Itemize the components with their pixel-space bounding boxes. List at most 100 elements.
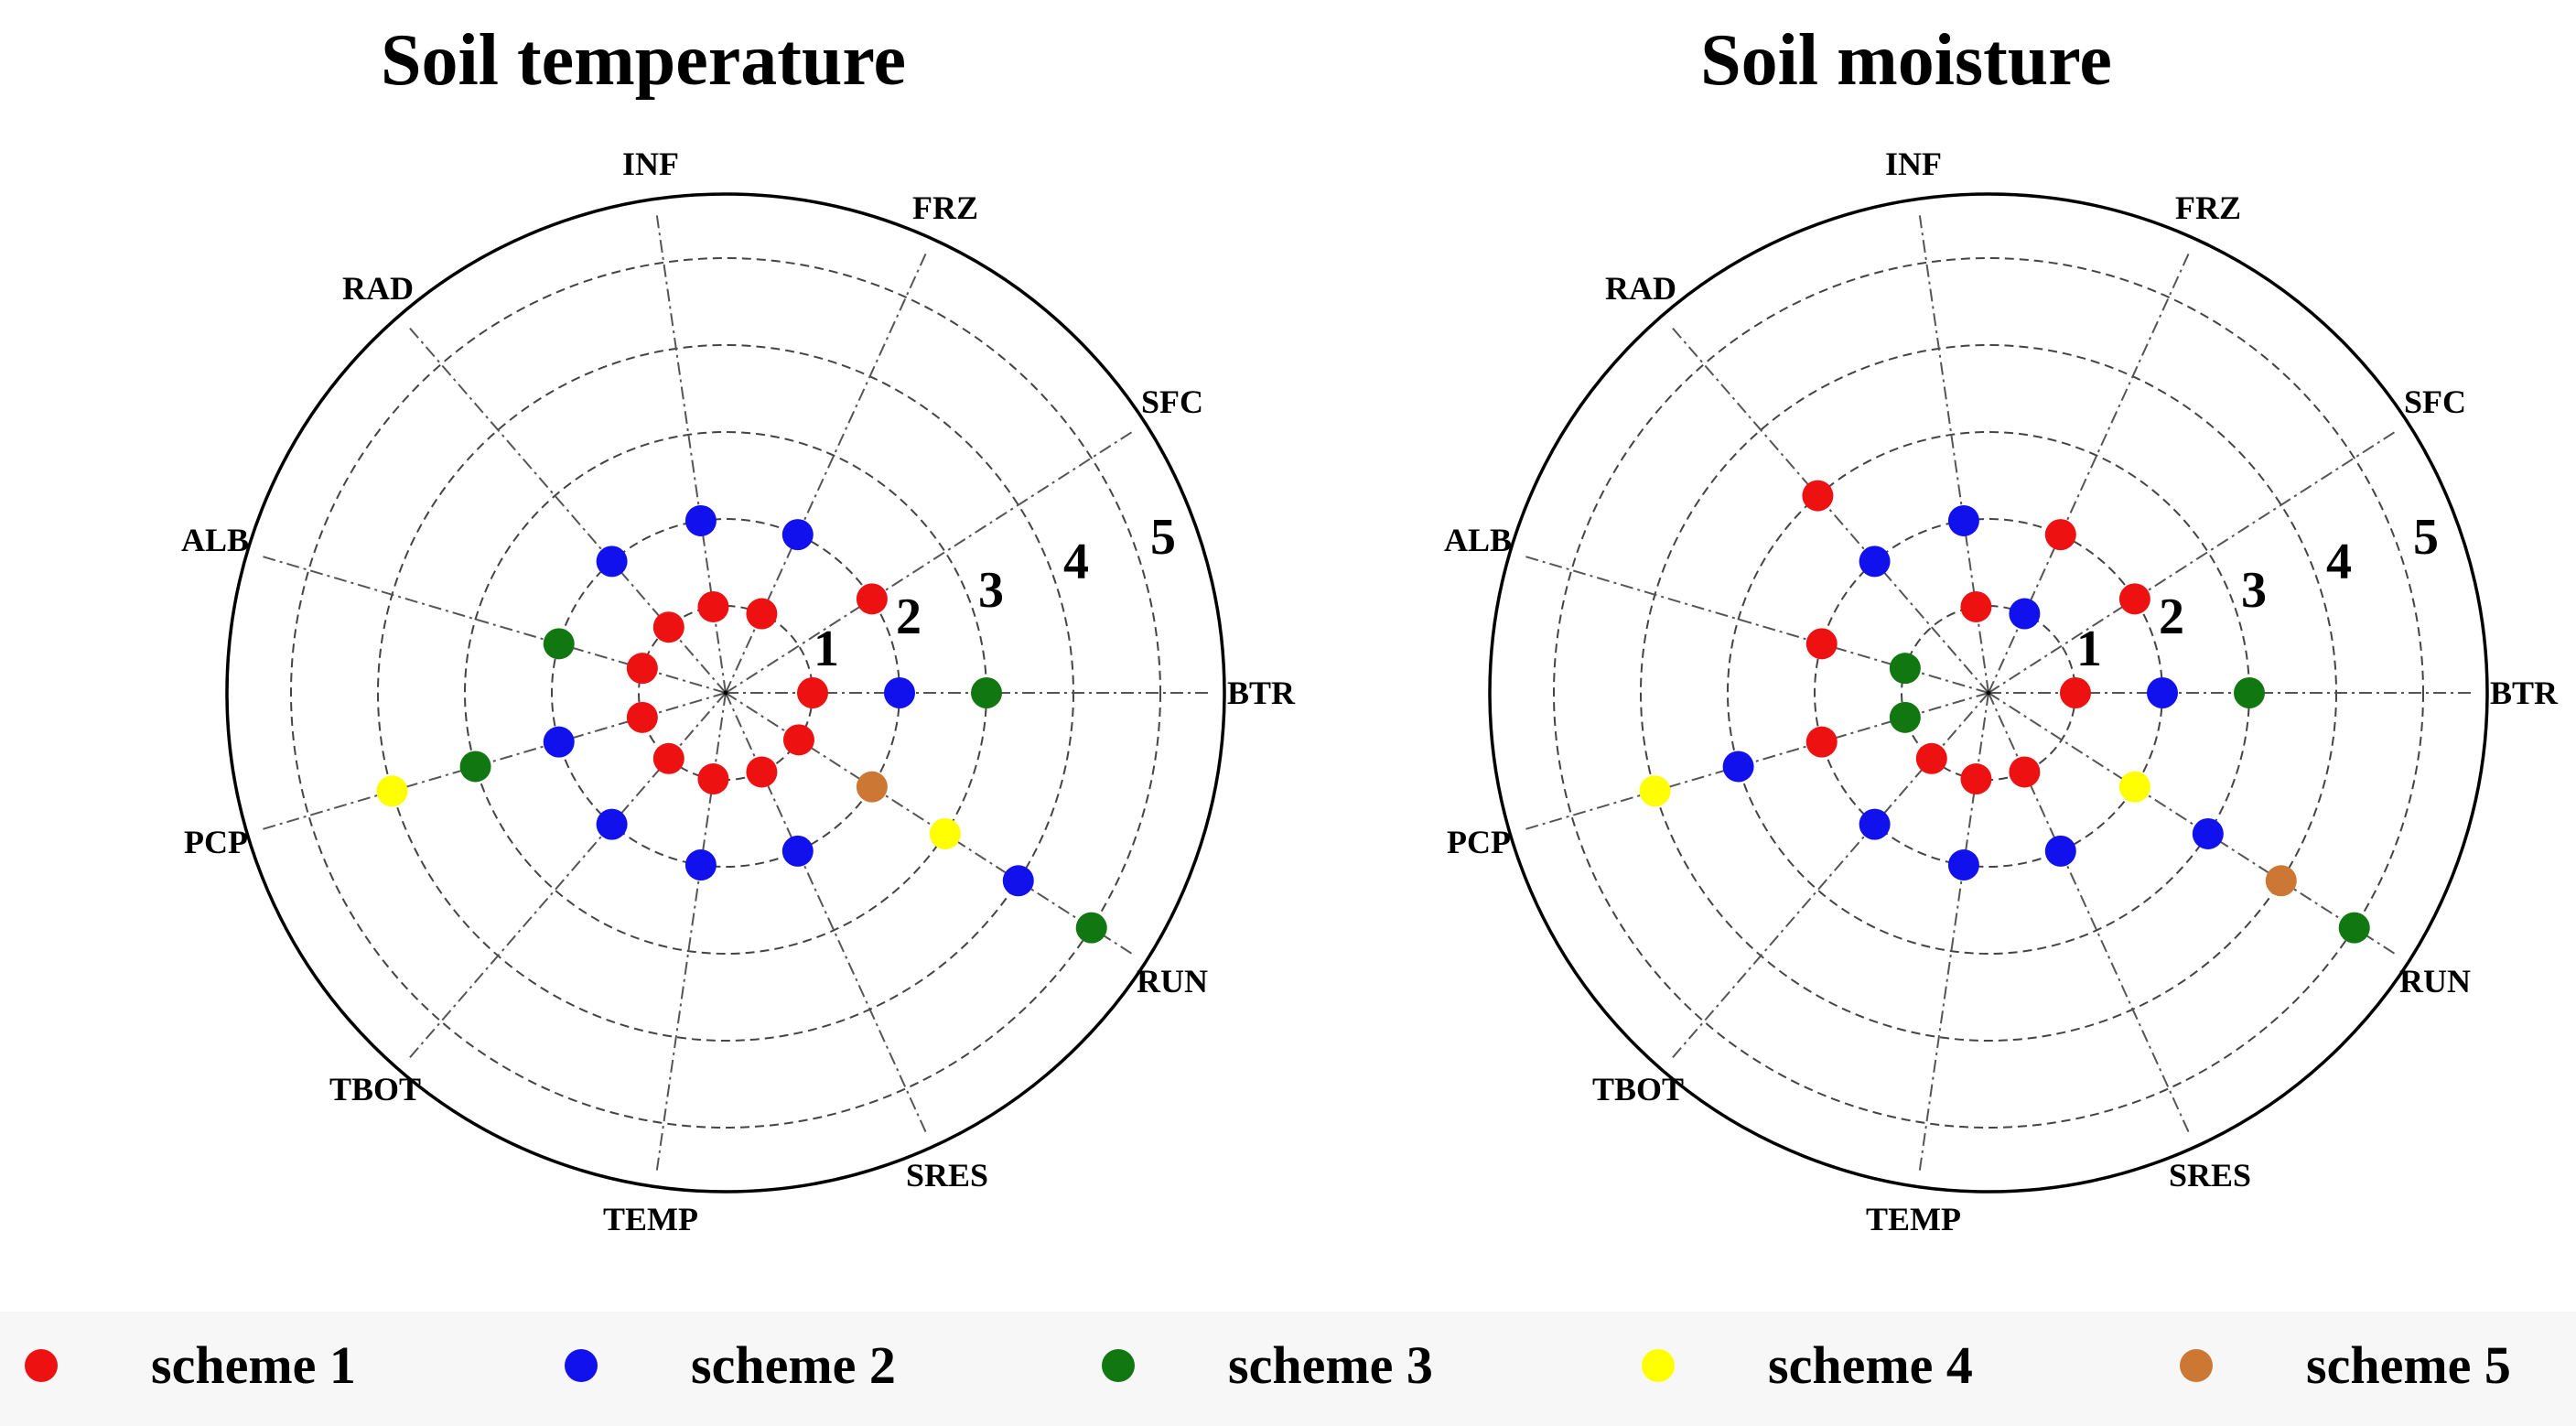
point-run-scheme-5	[2265, 865, 2297, 897]
center-point	[723, 690, 728, 696]
radar-chart-soil-temperature: Soil temperature BTR SFC FRZ INF RAD ALB PCP TBO…	[181, 20, 1296, 1237]
center-point	[1986, 690, 1991, 696]
point-temp-scheme-1	[1960, 763, 1992, 795]
legend-marker-scheme-4	[1642, 1349, 1675, 1382]
chart-title: Soil moisture	[1700, 20, 2112, 101]
point-sfc-scheme-1	[2118, 583, 2150, 615]
legend-label-scheme-5: scheme 5	[2306, 1335, 2511, 1395]
spoke-sfc	[725, 429, 1135, 694]
point-inf-scheme-2	[684, 504, 717, 536]
point-sres-scheme-1	[746, 756, 778, 788]
point-alb-scheme-3	[1889, 653, 1921, 685]
ring-label-3: 3	[2241, 562, 2267, 619]
legend-marker-scheme-1	[25, 1349, 58, 1382]
ring-label-4: 4	[1063, 534, 1089, 590]
point-frz-scheme-1	[746, 598, 778, 630]
point-pcp-scheme-4	[1639, 775, 1671, 807]
ring-label-3: 3	[978, 562, 1004, 619]
ring-label-4: 4	[2326, 534, 2352, 590]
legend-background	[0, 1312, 2576, 1426]
axis-label-frz: FRZ	[2175, 189, 2241, 226]
ring-label-5: 5	[2413, 509, 2439, 566]
axis-label-temp: TEMP	[1866, 1201, 1961, 1237]
point-inf-scheme-1	[697, 590, 729, 622]
radar-chart-soil-moisture: Soil moisture BTR SFC FRZ INF RAD ALB PCP TBOT TE…	[1444, 20, 2559, 1237]
point-temp-scheme-1	[697, 763, 729, 795]
point-frz-scheme-2	[2009, 598, 2041, 630]
point-tbot-scheme-2	[596, 808, 628, 840]
point-rad-scheme-2	[1859, 546, 1891, 578]
point-alb-scheme-1	[1805, 628, 1838, 660]
axis-label-rad: RAD	[1605, 270, 1676, 307]
legend-label-scheme-2: scheme 2	[691, 1335, 896, 1395]
axis-label-pcp: PCP	[184, 824, 248, 860]
spoke-sfc	[1988, 429, 2398, 694]
axis-label-sres: SRES	[2169, 1157, 2251, 1194]
point-btr-scheme-2	[2147, 677, 2178, 708]
point-rad-scheme-2	[596, 546, 628, 578]
axis-label-temp: TEMP	[603, 1201, 698, 1237]
axis-label-tbot: TBOT	[329, 1071, 421, 1107]
ring-label-2: 2	[896, 589, 922, 645]
point-tbot-scheme-2	[1859, 808, 1891, 840]
point-run-scheme-1	[782, 724, 814, 756]
ring-label-1: 1	[814, 621, 839, 677]
axis-label-frz: FRZ	[912, 189, 978, 226]
point-btr-scheme-1	[797, 677, 828, 708]
point-rad-scheme-1	[1802, 480, 1834, 512]
point-inf-scheme-1	[1960, 590, 1992, 622]
point-tbot-scheme-1	[652, 742, 684, 774]
point-btr-scheme-3	[2234, 677, 2265, 708]
legend-label-scheme-3: scheme 3	[1228, 1335, 1433, 1395]
point-frz-scheme-1	[2044, 519, 2076, 551]
ring-5	[290, 257, 1161, 1129]
point-pcp-scheme-1	[1805, 726, 1838, 758]
point-temp-scheme-2	[1947, 849, 1979, 881]
point-alb-scheme-1	[626, 653, 658, 685]
legend-marker-scheme-5	[2180, 1349, 2213, 1382]
point-sres-scheme-1	[2009, 756, 2041, 788]
ring-label-2: 2	[2159, 589, 2184, 645]
point-run-scheme-4	[2118, 771, 2150, 803]
chart-title: Soil temperature	[381, 20, 906, 101]
axis-label-inf: INF	[1885, 146, 1942, 182]
point-inf-scheme-2	[1947, 504, 1979, 536]
point-rad-scheme-1	[652, 611, 684, 643]
axis-label-rad: RAD	[342, 270, 414, 307]
point-run-scheme-4	[929, 817, 961, 849]
axis-label-inf: INF	[622, 146, 679, 182]
point-pcp-scheme-4	[376, 775, 408, 807]
point-btr-scheme-1	[2060, 677, 2091, 708]
outer-circle	[225, 192, 1226, 1194]
point-run-scheme-3	[2338, 912, 2370, 944]
ring-5	[1553, 257, 2424, 1129]
ring-label-1: 1	[2076, 621, 2102, 677]
point-tbot-scheme-1	[1915, 742, 1947, 774]
ring-label-5: 5	[1150, 509, 1176, 566]
axis-label-run: RUN	[2399, 963, 2471, 999]
axis-label-run: RUN	[1137, 963, 1208, 999]
spoke-rad	[1670, 325, 1989, 694]
outer-circle	[1488, 192, 2489, 1194]
legend-label-scheme-1: scheme 1	[151, 1335, 356, 1395]
axis-label-tbot: TBOT	[1592, 1071, 1684, 1107]
axis-label-btr: BTR	[2490, 675, 2559, 711]
point-run-scheme-2	[2192, 817, 2224, 849]
point-pcp-scheme-3	[1889, 701, 1921, 733]
legend-marker-scheme-2	[565, 1349, 598, 1382]
point-sres-scheme-2	[781, 835, 814, 867]
axis-label-pcp: PCP	[1447, 824, 1511, 860]
legend-marker-scheme-3	[1102, 1349, 1135, 1382]
point-run-scheme-3	[1075, 912, 1107, 944]
axis-label-alb: ALB	[1444, 522, 1512, 558]
point-frz-scheme-2	[781, 519, 814, 551]
point-pcp-scheme-2	[543, 726, 575, 758]
axis-label-btr: BTR	[1227, 675, 1296, 711]
axis-label-sfc: SFC	[1141, 384, 1203, 420]
point-pcp-scheme-3	[459, 751, 491, 783]
point-sres-scheme-2	[2044, 835, 2076, 867]
axis-label-sres: SRES	[906, 1157, 988, 1194]
legend-label-scheme-4: scheme 4	[1768, 1335, 1973, 1395]
axis-label-sfc: SFC	[2404, 384, 2466, 420]
point-btr-scheme-3	[971, 677, 1002, 708]
